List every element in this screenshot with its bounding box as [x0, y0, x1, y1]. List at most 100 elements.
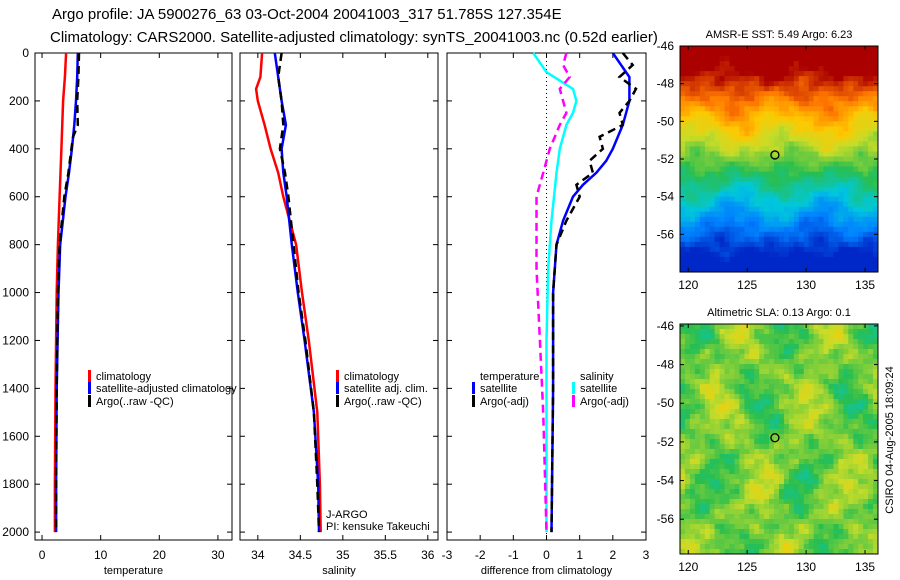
map-cell	[694, 186, 701, 193]
map-cell	[833, 329, 839, 335]
map-cell	[798, 51, 805, 57]
map-cell	[818, 364, 825, 370]
map-cell	[798, 176, 805, 183]
map-cell	[813, 374, 820, 380]
map-cell	[828, 379, 834, 385]
map-cell	[729, 61, 735, 67]
map-cell	[808, 221, 815, 228]
map-cell	[838, 534, 844, 540]
map-cell	[754, 101, 760, 107]
map-cell	[699, 201, 706, 208]
map-cell	[749, 141, 755, 147]
map-cell	[709, 534, 716, 540]
map-cell	[699, 449, 706, 455]
map-cell	[764, 126, 770, 132]
map-cell	[808, 146, 815, 152]
map-cell	[838, 121, 844, 127]
map-cell	[823, 464, 829, 470]
map-cell	[843, 504, 849, 510]
map-cell	[793, 409, 800, 415]
map-cell	[788, 544, 795, 550]
map-cell	[774, 251, 780, 258]
map-cell	[858, 116, 864, 122]
map-cell	[793, 399, 800, 405]
map-cell	[828, 464, 834, 470]
map-cell	[803, 429, 810, 435]
y-tick-label: 1000	[2, 286, 29, 300]
map-cell	[724, 101, 730, 107]
map-cell	[694, 424, 701, 430]
map-cell	[838, 156, 844, 163]
map-cell	[808, 211, 815, 218]
map-cell	[853, 131, 859, 137]
map-cell	[724, 379, 730, 385]
map-cell	[724, 509, 730, 515]
map-cell	[873, 121, 879, 127]
map-cell	[769, 409, 775, 415]
y-tick-label: 800	[9, 238, 29, 252]
map-cell	[759, 161, 765, 168]
map-cell	[709, 524, 716, 530]
map-cell	[774, 96, 780, 102]
map-cell	[858, 251, 864, 258]
map-cell	[853, 469, 859, 475]
map-cell	[818, 176, 825, 183]
map-cell	[764, 429, 770, 435]
map-cell	[709, 449, 716, 455]
map-cell	[833, 256, 839, 263]
map-cell	[828, 221, 834, 228]
map-cell	[764, 514, 770, 520]
map-cell	[808, 161, 815, 168]
map-cell	[873, 211, 879, 218]
map-cell	[744, 196, 750, 203]
map-cell	[848, 66, 854, 72]
map-cell	[739, 106, 745, 112]
map-cell	[784, 86, 790, 92]
map-cell	[784, 439, 790, 445]
map-cell	[788, 231, 795, 238]
map-cell	[838, 474, 844, 480]
map-cell	[754, 211, 760, 218]
map-cell	[714, 267, 721, 273]
map-cell	[858, 56, 864, 62]
map-cell	[704, 509, 711, 515]
map-cell	[744, 262, 750, 268]
map-cell	[724, 399, 730, 405]
map-cell	[714, 329, 721, 335]
map-cell	[719, 324, 726, 330]
map-cell	[784, 236, 790, 243]
map-cell	[838, 524, 844, 530]
map-cell	[689, 156, 696, 163]
map-cell	[685, 106, 691, 112]
map-cell	[739, 424, 745, 430]
map-cell	[779, 181, 785, 188]
map-frame	[679, 323, 879, 555]
map-cell	[774, 256, 780, 263]
map-cell	[734, 474, 740, 480]
map-cell	[749, 324, 755, 330]
map-cell	[848, 96, 854, 102]
map-cell	[793, 479, 800, 485]
map-cell	[685, 504, 691, 510]
map-cell	[689, 459, 696, 465]
map-cell	[734, 484, 740, 490]
map-cell	[714, 344, 721, 350]
map-cell	[685, 379, 691, 385]
map-cell	[764, 231, 770, 238]
map-cell	[868, 111, 874, 117]
map-cell	[873, 86, 879, 92]
map-cell	[813, 469, 820, 475]
map-cell	[709, 146, 716, 152]
map-cell	[823, 251, 829, 258]
map-cell	[868, 131, 874, 137]
map-cell	[764, 176, 770, 183]
map-cell	[873, 529, 879, 535]
map-cell	[873, 379, 879, 385]
map-cell	[685, 369, 691, 375]
map-cell	[848, 141, 854, 147]
map-cell	[694, 196, 701, 203]
map-cell	[689, 399, 696, 405]
map-cell	[744, 409, 750, 415]
map-cell	[694, 419, 701, 425]
map-cell	[704, 156, 711, 163]
